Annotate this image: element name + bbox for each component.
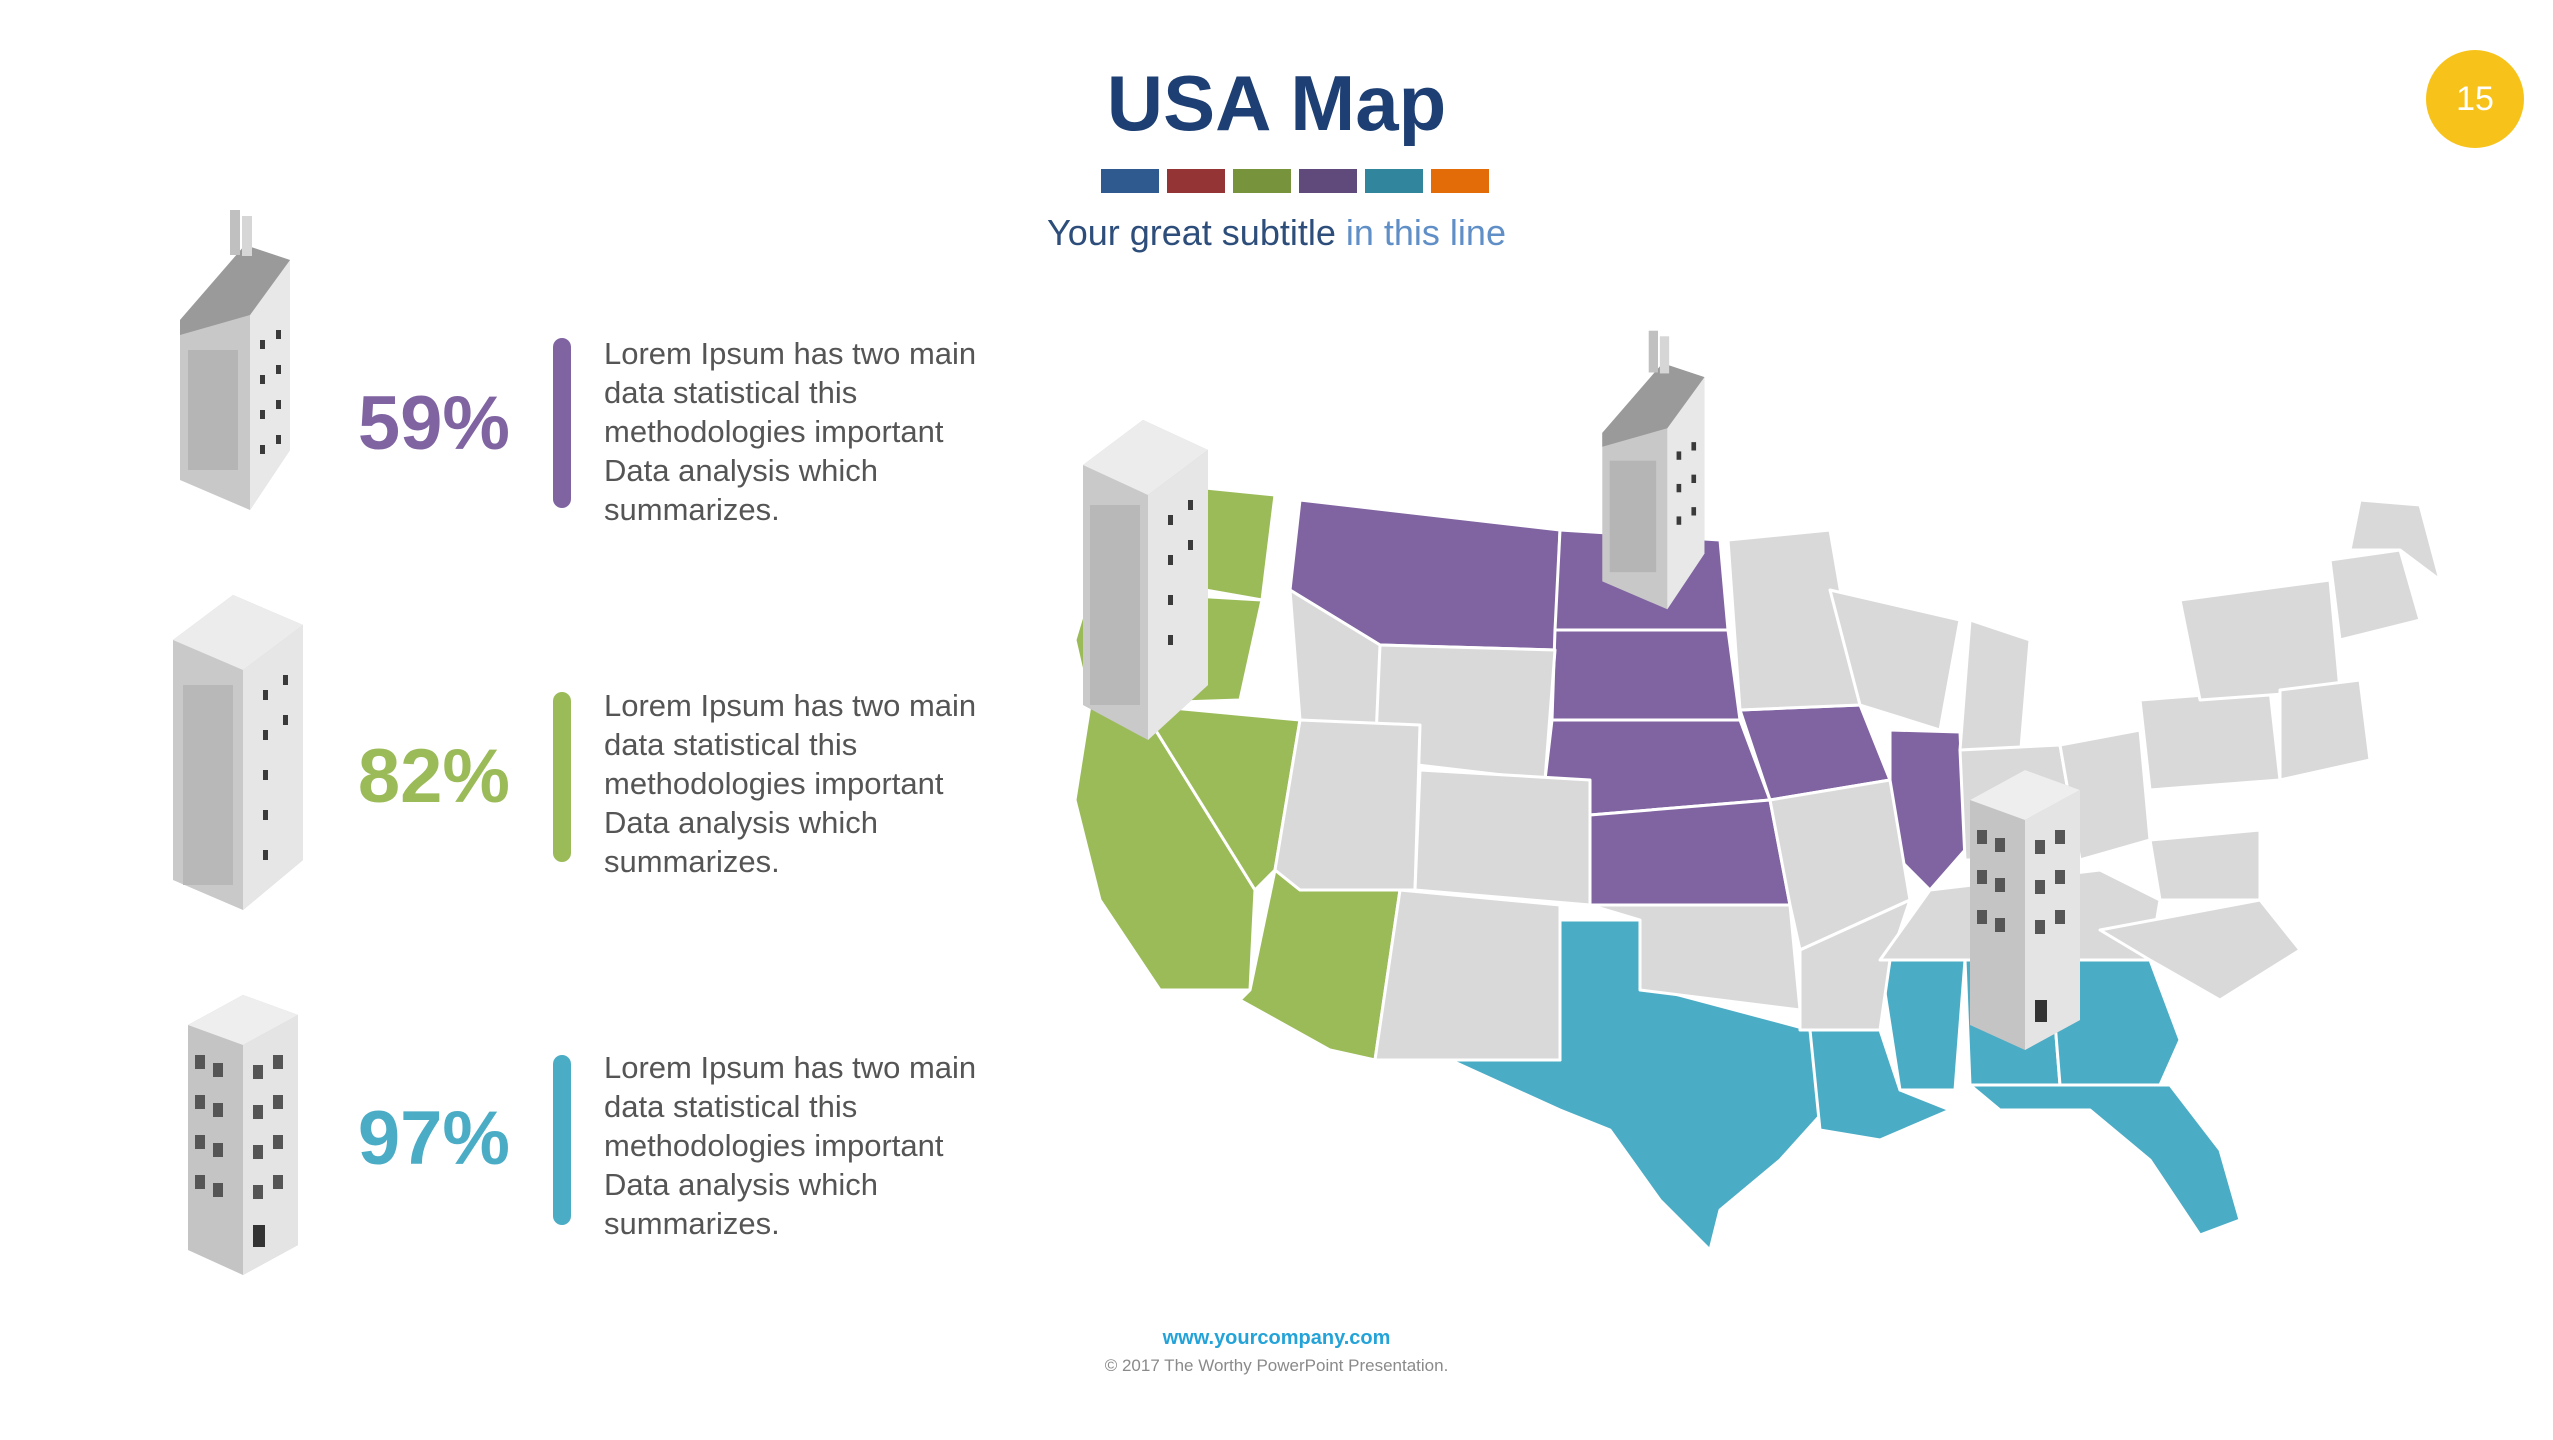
swatch [1365, 169, 1423, 193]
description-line: data statistical this [604, 727, 858, 762]
description-line: data statistical this [604, 375, 858, 410]
swatch [1101, 169, 1159, 193]
swatch [1299, 169, 1357, 193]
swatch [1233, 169, 1291, 193]
description-line: Data analysis which [604, 453, 878, 488]
stat-bar [553, 692, 571, 862]
stat-bar [553, 338, 571, 508]
swatch [1431, 169, 1489, 193]
description-line: Data analysis which [604, 805, 878, 840]
description-line: methodologies important [604, 766, 944, 801]
description-line: summarizes. [604, 844, 780, 879]
footer-copyright: © 2017 The Worthy PowerPoint Presentatio… [1104, 1356, 1449, 1375]
subtitle-accent: in this line [1345, 212, 1506, 253]
usa-map [1073, 480, 2442, 1252]
description-line: Lorem Ipsum has two main [604, 336, 977, 371]
stat-percent: 59% [357, 381, 510, 466]
description-line: summarizes. [604, 492, 780, 527]
stat-description: Lorem Ipsum has two main data statistica… [604, 686, 1024, 881]
description-line: Lorem Ipsum has two main [604, 1050, 977, 1085]
description-line: Data analysis which [604, 1167, 878, 1202]
stat-percent: 82% [357, 734, 510, 819]
stat-description: Lorem Ipsum has two main data statistica… [604, 1048, 1024, 1243]
footer-url[interactable]: www.yourcompany.com [1162, 1327, 1391, 1349]
description-line: methodologies important [604, 1128, 944, 1163]
page-title: USA Map [1106, 59, 1447, 147]
description-line: Lorem Ipsum has two main [604, 688, 977, 723]
subtitle-main: Your great subtitle [1047, 212, 1336, 253]
building-icon [173, 595, 303, 910]
description-line: summarizes. [604, 1206, 780, 1241]
description-line: methodologies important [604, 414, 944, 449]
building-icon [188, 995, 298, 1275]
stat-percent: 97% [357, 1096, 510, 1181]
building-icon [1083, 420, 1208, 740]
page-number-badge: 15 [2426, 50, 2524, 148]
subtitle: Your great subtitle in this line [0, 212, 2553, 254]
swatch [1167, 169, 1225, 193]
stat-bar [553, 1055, 571, 1225]
color-swatch-row [1101, 169, 1489, 193]
building-icon [1602, 330, 1705, 610]
building-icon [1970, 770, 2080, 1050]
description-line: data statistical this [604, 1089, 858, 1124]
stat-description: Lorem Ipsum has two main data statistica… [604, 334, 1024, 529]
building-icon [180, 210, 290, 510]
